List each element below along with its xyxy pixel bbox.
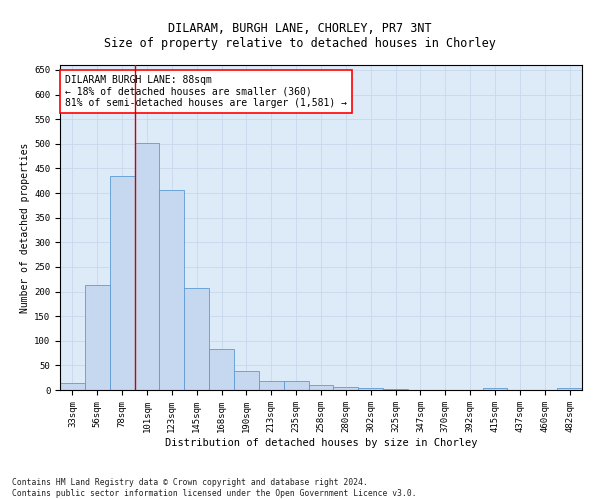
Bar <box>383 389 408 390</box>
Text: Size of property relative to detached houses in Chorley: Size of property relative to detached ho… <box>104 38 496 51</box>
Y-axis label: Number of detached properties: Number of detached properties <box>20 142 30 312</box>
Text: DILARAM, BURGH LANE, CHORLEY, PR7 3NT: DILARAM, BURGH LANE, CHORLEY, PR7 3NT <box>168 22 432 36</box>
Bar <box>134 143 160 390</box>
Bar <box>358 388 383 390</box>
Bar <box>234 372 259 390</box>
Bar <box>60 382 85 390</box>
Bar <box>284 381 308 390</box>
Text: DILARAM BURGH LANE: 88sqm
← 18% of detached houses are smaller (360)
81% of semi: DILARAM BURGH LANE: 88sqm ← 18% of detac… <box>65 74 347 108</box>
Bar <box>334 387 358 390</box>
Bar <box>259 380 284 390</box>
Bar <box>160 190 184 390</box>
Text: Contains HM Land Registry data © Crown copyright and database right 2024.
Contai: Contains HM Land Registry data © Crown c… <box>12 478 416 498</box>
Bar <box>209 348 234 390</box>
Bar <box>184 288 209 390</box>
Bar <box>557 388 582 390</box>
X-axis label: Distribution of detached houses by size in Chorley: Distribution of detached houses by size … <box>165 438 477 448</box>
Bar <box>308 385 334 390</box>
Bar <box>110 176 134 390</box>
Bar <box>85 285 110 390</box>
Bar <box>482 388 508 390</box>
